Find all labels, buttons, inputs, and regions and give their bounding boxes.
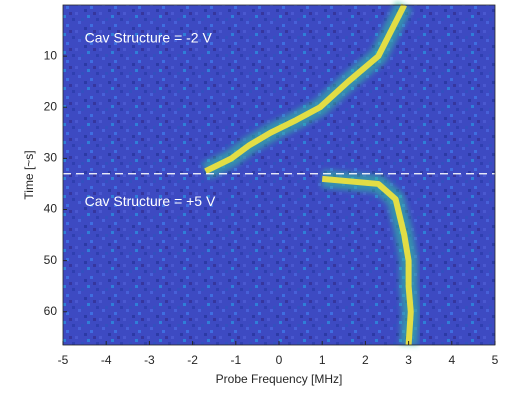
- plot-area: [63, 5, 495, 345]
- x-tick-label: -2: [187, 353, 198, 367]
- trace: [321, 175, 414, 346]
- annotation: Cav Structure = +5 V: [85, 193, 216, 209]
- x-tick-label: 0: [276, 353, 283, 367]
- y-tick-label: 40: [44, 202, 58, 216]
- x-tick-label: -5: [58, 353, 69, 367]
- y-tick-label: 60: [44, 304, 58, 318]
- y-tick-label: 30: [44, 151, 58, 165]
- y-tick-label: 50: [44, 253, 58, 267]
- x-tick-label: 1: [319, 353, 326, 367]
- trace: [204, 3, 407, 174]
- y-axis-label: Time [~s]: [22, 150, 36, 199]
- x-axis-label: Probe Frequency [MHz]: [216, 372, 343, 386]
- x-tick-label: 3: [405, 353, 412, 367]
- annotation: Cav Structure = -2 V: [85, 29, 213, 45]
- x-tick-label: -3: [144, 353, 155, 367]
- y-tick-label: 20: [44, 99, 58, 113]
- x-tick-label: -4: [101, 353, 112, 367]
- y-tick-label: 10: [44, 48, 58, 62]
- x-tick-label: -1: [230, 353, 241, 367]
- x-tick-label: 2: [362, 353, 369, 367]
- x-tick-label: 5: [492, 353, 499, 367]
- x-tick-label: 4: [448, 353, 455, 367]
